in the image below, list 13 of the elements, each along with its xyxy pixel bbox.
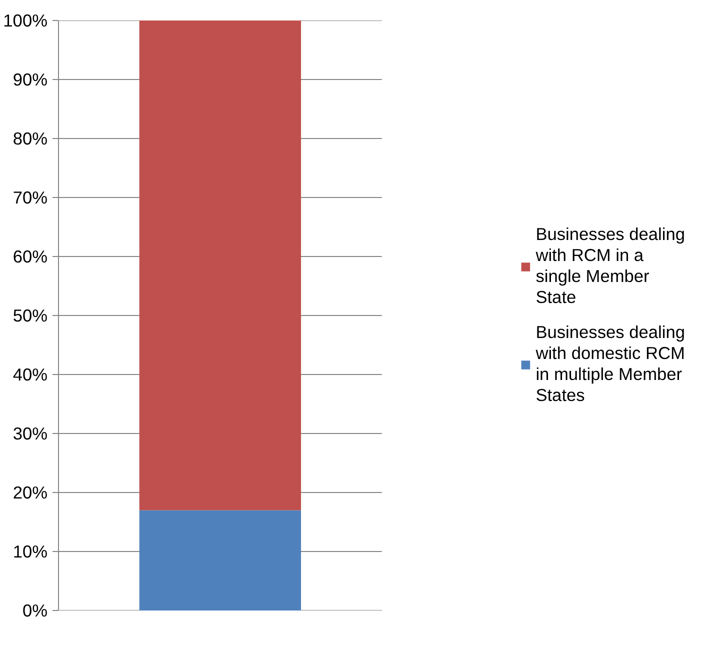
y-tick-label: 70% bbox=[12, 188, 48, 208]
legend-label: Businesses dealing with RCM in a single Member State bbox=[536, 224, 685, 308]
y-tick-label: 30% bbox=[12, 424, 48, 444]
y-tick-label: 60% bbox=[12, 246, 48, 266]
y-tick-label: 100% bbox=[3, 10, 48, 30]
y-tick-label: 20% bbox=[12, 482, 48, 502]
y-tick-label: 10% bbox=[12, 542, 48, 562]
y-tick-label: 90% bbox=[12, 70, 48, 90]
y-tick-label: 40% bbox=[12, 364, 48, 384]
y-tick-label: 80% bbox=[12, 128, 48, 148]
y-tick-label: 50% bbox=[12, 306, 48, 326]
y-tick-label: 0% bbox=[22, 600, 48, 620]
legend-label: Businesses dealing with domestic RCM in multiple Member States bbox=[536, 322, 685, 406]
